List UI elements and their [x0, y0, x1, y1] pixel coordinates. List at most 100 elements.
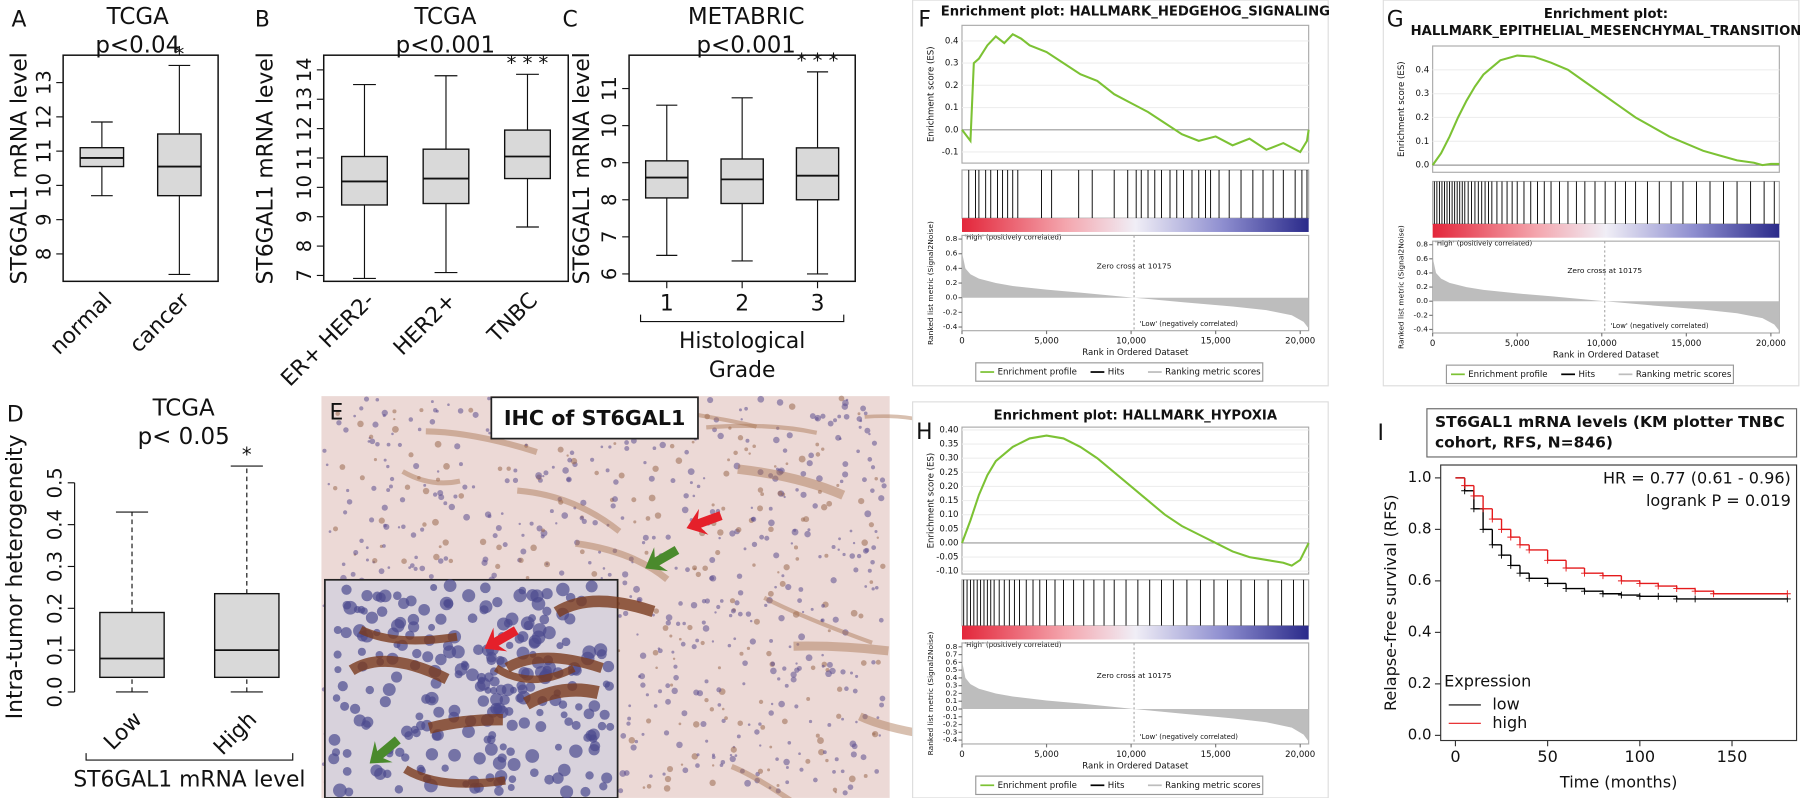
chart-subtitle: p<0.04: [95, 33, 180, 59]
cell: [343, 427, 349, 433]
y-tick-label: 8: [293, 240, 316, 252]
cell: [798, 752, 801, 756]
cell: [776, 783, 780, 787]
cell: [682, 767, 689, 774]
cell: [721, 718, 726, 723]
cell: [834, 757, 839, 762]
cell: [862, 548, 869, 554]
inset-cell: [376, 606, 388, 617]
cell: [813, 777, 818, 783]
legend-label: Enrichment profile: [1468, 370, 1547, 380]
cell: [662, 772, 666, 776]
cell: [850, 671, 853, 675]
y-tick-label: 10: [293, 175, 316, 200]
cell: [353, 414, 357, 418]
cell: [716, 687, 722, 693]
censor-mark: [1581, 587, 1588, 595]
cell: [640, 682, 646, 688]
chart-title: cohort, RFS, N=846): [1435, 434, 1613, 452]
inset-cell: [490, 693, 504, 707]
chart-title: TCGA: [413, 4, 476, 30]
cell: [841, 717, 845, 721]
cell: [518, 522, 521, 526]
cell: [652, 649, 659, 656]
inset-cell: [422, 651, 434, 663]
metric-tick-label: -0.1: [943, 712, 958, 721]
cell: [795, 557, 800, 561]
inset-stain: [348, 655, 450, 684]
metric-tick-label: 0.2: [946, 688, 958, 697]
chart-title: Enrichment plot: HALLMARK_HEDGEHOG_SIGNA…: [941, 5, 1330, 20]
cell: [745, 438, 750, 443]
cell: [790, 671, 797, 678]
cell: [652, 465, 659, 472]
cell: [417, 427, 422, 432]
inset-cell: [442, 640, 453, 651]
inset-cell: [602, 660, 615, 673]
panel-border: [912, 401, 1329, 798]
cell: [818, 554, 822, 559]
stroma: [793, 641, 889, 656]
cell: [709, 509, 716, 515]
cell: [815, 442, 820, 447]
cell: [691, 440, 695, 444]
cell: [341, 562, 346, 567]
rank-color-bar: [1432, 223, 1780, 238]
legend-label: Ranking metric scores: [1165, 781, 1261, 791]
cell: [536, 525, 543, 532]
cell: [454, 443, 461, 450]
cell: [579, 549, 585, 555]
cell: [847, 784, 854, 790]
y-tick-label: 0.1: [945, 103, 959, 113]
x-axis-label: Grade: [709, 358, 775, 383]
cell: [852, 541, 856, 545]
cell: [365, 546, 369, 550]
cell: [820, 413, 826, 419]
cell: [676, 741, 683, 749]
cell: [716, 604, 721, 610]
cell: [825, 670, 832, 678]
caption: IHC of ST6GAL1: [504, 406, 686, 430]
censor-mark: [1636, 580, 1644, 587]
cell: [542, 474, 545, 478]
inset-cell: [473, 644, 484, 656]
cell: [879, 702, 885, 708]
legend-label: Hits: [1108, 781, 1125, 791]
cell: [821, 653, 824, 657]
inset-cell: [441, 764, 449, 772]
cell: [871, 440, 878, 446]
y-axis-label: Enrichment score (ES): [1397, 61, 1407, 157]
inset-cell: [340, 627, 352, 639]
inset-cell: [332, 694, 341, 702]
cell: [821, 664, 825, 668]
cell: [796, 642, 800, 646]
cell: [719, 763, 724, 767]
cell: [768, 526, 774, 533]
cell: [840, 669, 846, 675]
cell: [717, 432, 724, 440]
cell: [453, 494, 458, 499]
panel-letter: E: [329, 400, 343, 425]
metric-area: [961, 660, 1309, 742]
inset-cell: [342, 748, 352, 758]
inset-cell: [342, 767, 352, 776]
inset-cell: [561, 637, 571, 647]
cell: [495, 563, 501, 569]
cell: [649, 774, 653, 779]
y-tick-label: 0.1: [44, 635, 67, 666]
inset-cell: [374, 767, 387, 780]
inset-cell: [418, 603, 430, 616]
panel-letter: C: [563, 8, 578, 33]
cell: [606, 523, 610, 527]
cell: [591, 570, 598, 577]
cell: [719, 599, 724, 603]
cell: [818, 748, 825, 756]
cell: [702, 477, 706, 480]
cell: [658, 689, 663, 694]
cell: [715, 549, 721, 556]
metric-area: [961, 252, 1309, 329]
inset-cell: [508, 775, 517, 784]
cell: [693, 721, 700, 728]
inset-cell: [499, 743, 507, 751]
inset-cell: [507, 758, 521, 772]
